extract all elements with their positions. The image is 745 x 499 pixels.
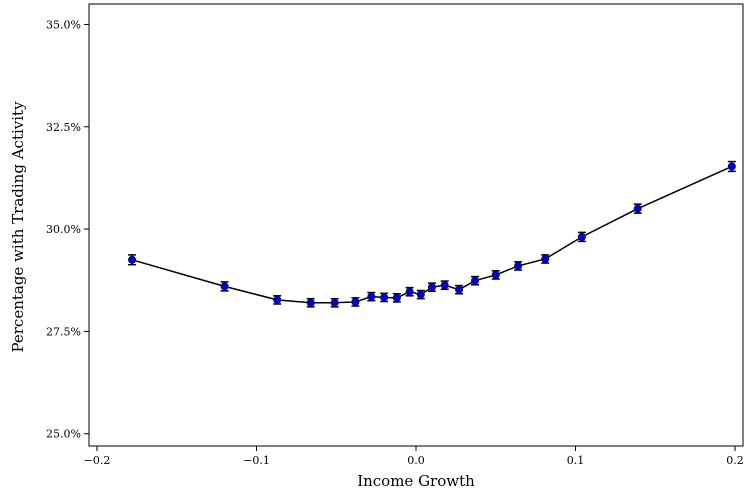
data-point <box>633 204 642 213</box>
data-point <box>455 285 464 294</box>
data-point <box>577 232 586 241</box>
data-point <box>380 293 389 302</box>
data-point <box>392 293 401 302</box>
y-tick-label: 27.5% <box>46 325 81 338</box>
x-tick-label: 0.2 <box>726 454 744 467</box>
y-tick-label: 25.0% <box>46 428 81 441</box>
data-point <box>306 298 315 307</box>
y-axis-title: Percentage with Trading Activity <box>9 101 27 353</box>
data-point <box>128 255 137 264</box>
data-point <box>330 298 339 307</box>
y-axis: 25.0% 27.5% 30.0% 32.5% 35.0% <box>46 18 89 441</box>
plot-area-frame <box>88 3 744 447</box>
y-tick-label: 30.0% <box>46 223 81 236</box>
data-point <box>367 292 376 301</box>
x-tick-label: −0.2 <box>84 454 111 467</box>
data-point <box>471 276 480 285</box>
data-point <box>416 290 425 299</box>
x-axis-title: Income Growth <box>357 472 475 490</box>
data-point <box>273 295 282 304</box>
y-tick-label: 32.5% <box>46 121 81 134</box>
data-point <box>440 281 449 290</box>
data-point <box>541 254 550 263</box>
data-point <box>351 297 360 306</box>
data-point <box>514 261 523 270</box>
data-points <box>128 162 736 307</box>
x-axis: −0.2 −0.1 0.0 0.1 0.2 <box>84 446 744 467</box>
x-tick-label: 0.1 <box>567 454 585 467</box>
data-point <box>220 282 229 291</box>
data-point <box>405 287 414 296</box>
x-tick-label: 0.0 <box>407 454 425 467</box>
x-tick-label: −0.1 <box>243 454 270 467</box>
y-tick-label: 35.0% <box>46 18 81 31</box>
data-point <box>727 162 736 171</box>
data-point <box>427 283 436 292</box>
data-point <box>491 270 500 279</box>
